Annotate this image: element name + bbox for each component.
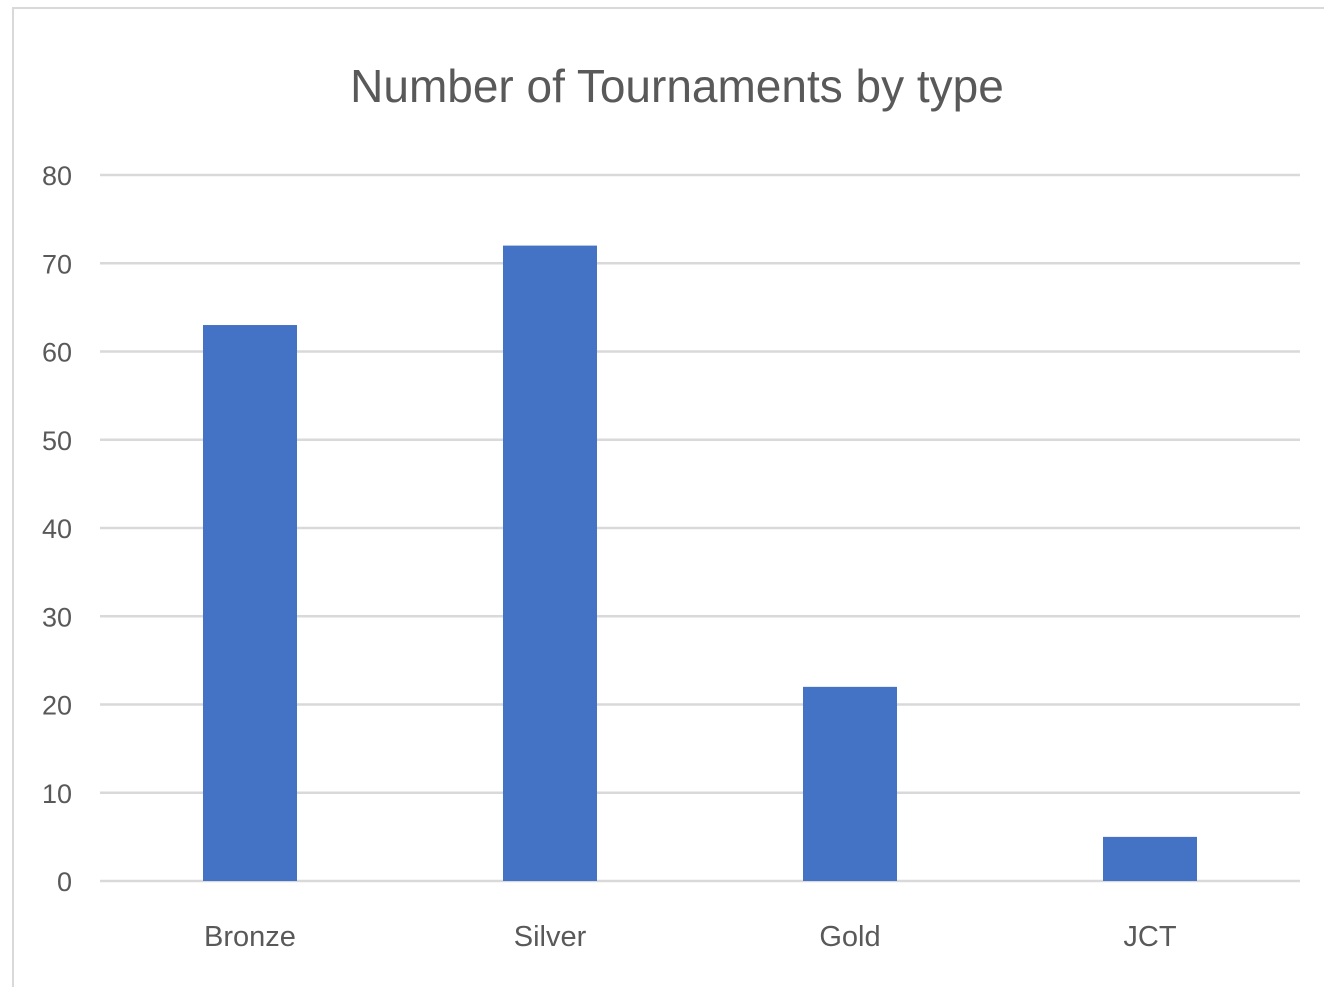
- x-category-label: JCT: [1123, 921, 1176, 953]
- y-tick-label: 50: [42, 426, 72, 456]
- y-tick-label: 40: [42, 514, 72, 544]
- x-category-label: Silver: [514, 921, 587, 953]
- bar-jct: [1103, 836, 1197, 881]
- y-tick-label: 80: [42, 161, 72, 191]
- x-category-label: Bronze: [204, 921, 296, 953]
- y-tick-label: 30: [42, 602, 72, 632]
- bar-gold: [803, 686, 897, 881]
- chart-title: Number of Tournaments by type: [350, 60, 1004, 112]
- y-axis: 0 10 20 30 40 50 60 70 80: [42, 161, 72, 897]
- bar-silver: [503, 245, 597, 882]
- bar-bronze: [203, 325, 297, 881]
- y-tick-label: 10: [42, 779, 72, 809]
- y-tick-label: 70: [42, 249, 72, 279]
- x-category-label: Gold: [819, 921, 880, 953]
- y-tick-label: 20: [42, 691, 72, 721]
- x-axis: Bronze Silver Gold JCT: [204, 921, 1177, 953]
- bars: [203, 245, 1197, 882]
- y-tick-label: 0: [57, 867, 72, 897]
- gridlines: [100, 173, 1300, 883]
- y-tick-label: 60: [42, 338, 72, 368]
